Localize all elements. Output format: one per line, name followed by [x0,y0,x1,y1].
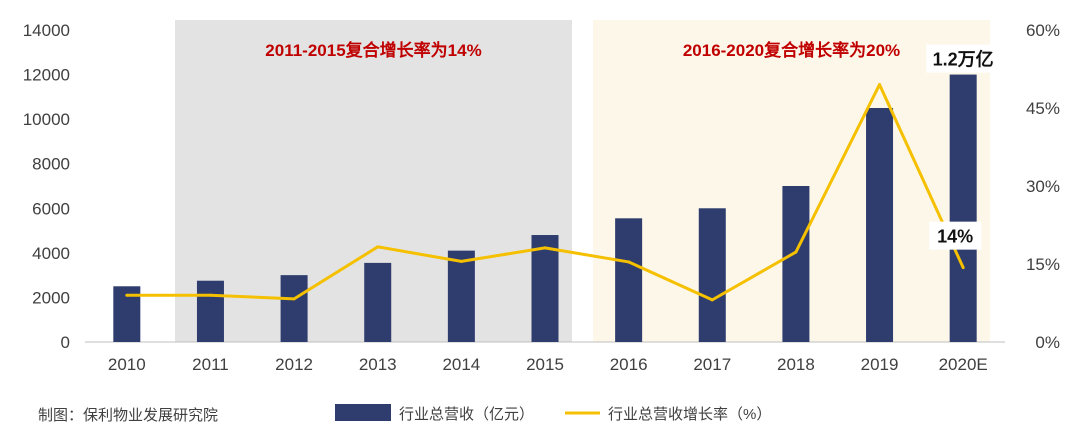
right-axis: 0% 15% 30% 45% 60% [1026,21,1060,352]
left-tick-label: 2000 [32,288,70,307]
growth-point [627,260,631,264]
right-tick-label: 60% [1026,21,1060,40]
x-tick-label: 2016 [610,355,648,374]
x-tick-label: 2011 [192,355,229,374]
revenue-bar [364,262,392,342]
x-tick-label: 2015 [526,355,564,374]
x-tick-label: 2013 [359,355,397,374]
revenue-bar [615,218,643,342]
growth-point [710,298,714,302]
revenue-bar [949,74,977,343]
x-tick-label: 2012 [275,355,313,374]
left-tick-label: 0 [61,333,70,352]
growth-point [878,83,882,87]
legend-bar-swatch [335,404,391,421]
x-tick-label: 2019 [861,355,899,374]
revenue-bar [782,186,810,342]
source-label: 制图：保利物业发展研究院 [38,406,218,424]
left-axis: 0 2000 4000 6000 8000 10000 12000 14000 [23,21,70,352]
left-tick-label: 6000 [32,199,70,218]
x-tick-label: 2010 [108,355,146,374]
left-tick-label: 8000 [32,155,70,174]
annotation-label-1: 1.2万亿 [933,49,994,70]
left-tick-label: 10000 [23,110,70,129]
growth-point [208,293,212,297]
band-label-1: 2011-2015复合增长率为14% [265,40,481,60]
annotation-bg [926,44,1001,73]
right-tick-label: 15% [1026,255,1060,274]
growth-point [961,266,965,270]
legend-label-revenue: 行业总营收（亿元） [399,406,534,423]
growth-point [125,293,129,297]
growth-point [292,297,296,301]
right-tick-label: 30% [1026,177,1060,196]
left-tick-label: 14000 [23,21,70,40]
band-label-2: 2016-2020复合增长率为20% [683,40,900,60]
growth-line [125,83,965,302]
annotations: 1.2万亿 14% [926,44,1001,250]
legend: 行业总营收（亿元） 行业总营收增长率（%） [335,404,771,423]
x-tick-label: 2017 [693,355,731,374]
x-axis: 2010 2011 2012 2013 2014 2015 2016 2017 2018 2019… [85,341,1005,374]
growth-point [459,259,463,263]
x-tick-label: 2018 [777,355,815,374]
annotation-label-2: 14% [937,227,973,247]
x-tick-label: 2020E [939,355,988,374]
legend-label-growth: 行业总营收增长率（%） [608,406,771,423]
x-tick-label: 2014 [442,355,480,374]
revenue-bar [531,235,559,342]
right-tick-label: 0% [1035,333,1060,352]
revenue-bar [698,208,726,342]
growth-point [376,245,380,249]
growth-point [543,246,547,250]
growth-point [794,250,798,254]
right-tick-label: 45% [1026,99,1060,118]
revenue-bar [447,250,475,342]
revenue-bar [280,275,308,342]
left-tick-label: 4000 [32,244,70,263]
left-tick-label: 12000 [23,66,70,85]
revenue-bar [196,280,224,342]
annotation-bg [929,221,982,250]
revenue-bar [866,108,894,342]
